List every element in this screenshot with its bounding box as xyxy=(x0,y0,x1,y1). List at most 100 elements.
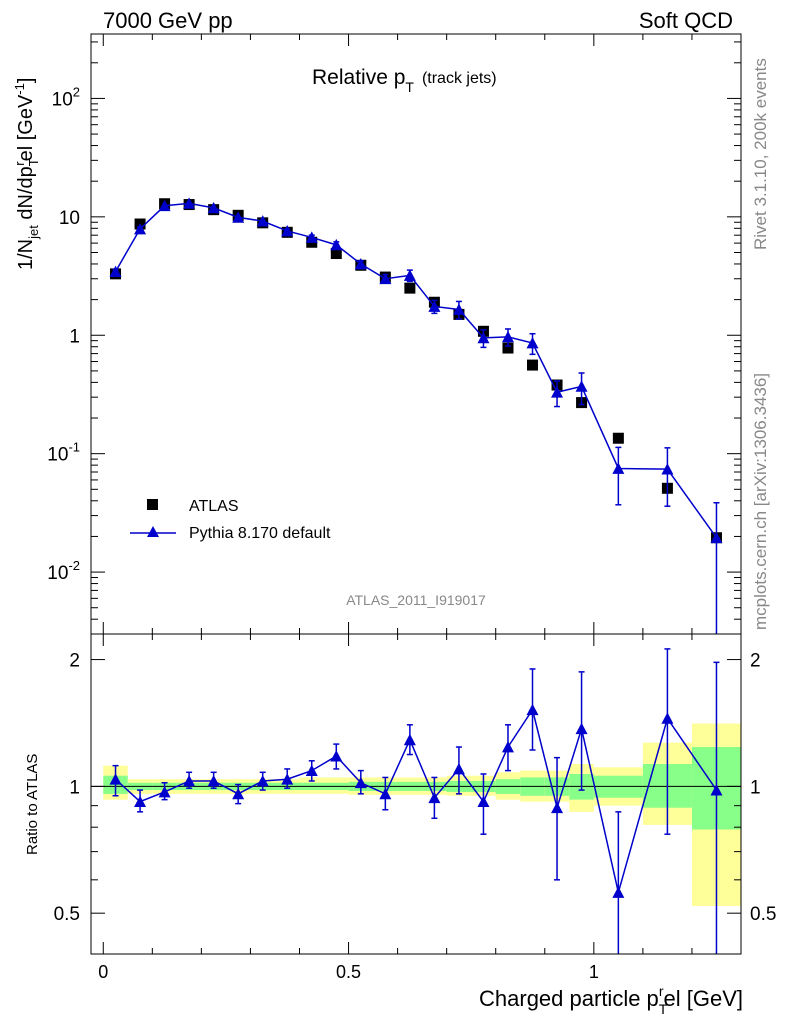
xlabel-sub-t: T xyxy=(659,1001,668,1017)
xlabel-part-a: Charged particle p xyxy=(479,986,659,1011)
ratio-point-pythia xyxy=(134,795,147,808)
ratio-point-pythia xyxy=(501,741,514,753)
mc-point-pythia xyxy=(158,199,171,212)
rivet-version-label: Rivet 3.1.10, 200k events xyxy=(751,58,770,250)
mc-point-pythia xyxy=(256,215,269,227)
mc-point-pythia xyxy=(501,330,514,343)
main-ylabel: 1/Njet dN/dpTrel [GeV-1] xyxy=(12,78,41,270)
main-frame xyxy=(90,33,742,635)
ylabel-part-c: el [GeV xyxy=(15,94,37,161)
y-tick-label: 10-1 xyxy=(47,440,80,466)
x-tick-label: 0 xyxy=(98,962,108,982)
data-point-atlas xyxy=(404,282,416,294)
mc-point-pythia xyxy=(379,272,392,285)
y-tick-base: 10 xyxy=(52,89,73,110)
mc-point-pythia xyxy=(207,201,220,214)
ratio-y-tick-label-right: 2 xyxy=(750,651,761,672)
legend-label-pythia: Pythia 8.170 default xyxy=(189,525,331,542)
mc-point-pythia xyxy=(134,222,147,235)
chart-title-main: Relative p xyxy=(312,66,405,89)
x-tick-label: 1 xyxy=(589,962,599,982)
ylabel-sup-exp: -1 xyxy=(12,83,27,95)
mc-point-pythia xyxy=(575,380,588,392)
header-energy-label: 7000 GeV pp xyxy=(103,8,233,33)
ratio-y-tick-label-right: 0.5 xyxy=(750,904,776,925)
ratio-point-pythia xyxy=(710,784,723,796)
mc-point-pythia xyxy=(403,269,416,281)
mc-point-pythia xyxy=(183,197,196,209)
mc-point-pythia xyxy=(661,463,674,475)
ylabel-part-a: 1/N xyxy=(15,239,37,270)
mc-point-pythia xyxy=(330,238,343,251)
y-tick-exp: -2 xyxy=(68,558,80,573)
xlabel: Charged particle pTrel [GeV] xyxy=(479,983,743,1017)
ratio-point-pythia xyxy=(207,774,220,787)
ylabel-sub-jet: jet xyxy=(26,225,41,240)
mc-point-pythia xyxy=(477,331,490,344)
legend: ATLAS Pythia 8.170 default xyxy=(130,498,331,542)
ratio-point-pythia xyxy=(379,787,392,800)
ratio-point-pythia xyxy=(526,703,539,716)
ratio-point-pythia xyxy=(305,764,318,777)
ratio-point-pythia xyxy=(256,774,269,787)
legend-marker-atlas xyxy=(147,499,158,510)
ratio-point-pythia xyxy=(551,801,564,814)
y-tick-base: 10 xyxy=(47,563,68,584)
y-tick-exp: -1 xyxy=(68,440,80,455)
ratio-point-pythia xyxy=(403,733,416,746)
chart-title-sub: T xyxy=(405,79,414,95)
y-tick-label: 102 xyxy=(52,84,80,110)
y-tick-label: 1 xyxy=(69,326,80,347)
ratio-point-pythia xyxy=(428,791,441,804)
mc-point-pythia xyxy=(452,303,465,315)
ylabel-part-b: dN/dp xyxy=(15,166,37,225)
x-tick-label: 0.5 xyxy=(336,962,361,982)
data-point-atlas xyxy=(330,248,342,260)
ratio-point-pythia xyxy=(354,776,367,789)
data-series-atlas xyxy=(110,198,722,544)
chart-title: Relative pT (track jets) xyxy=(312,66,497,95)
mc-line-pythia xyxy=(114,202,718,539)
mc-point-pythia xyxy=(305,231,318,243)
mc-point-pythia xyxy=(551,386,564,398)
y-tick-base: 10 xyxy=(47,445,68,466)
xlabel-part-b: el [GeV] xyxy=(664,986,743,1011)
y-tick-exp: 2 xyxy=(73,84,80,99)
mc-point-pythia xyxy=(710,531,723,544)
ratio-bands xyxy=(103,723,741,907)
y-tick-label: 10 xyxy=(59,208,80,229)
mc-point-pythia xyxy=(281,224,294,237)
analysis-id-label: ATLAS_2011_I919017 xyxy=(346,592,486,608)
legend-marker-pythia xyxy=(147,526,159,537)
legend-label-atlas: ATLAS xyxy=(189,498,239,515)
mc-point-pythia xyxy=(526,337,539,349)
ratio-point-pythia xyxy=(477,795,490,808)
chart-title-suffix: (track jets) xyxy=(422,70,497,87)
mc-series-pythia xyxy=(109,197,723,634)
ratio-point-pythia xyxy=(281,773,294,785)
ylabel-sup-r: r xyxy=(12,161,27,166)
ratio-frame xyxy=(90,633,742,955)
mc-point-pythia xyxy=(354,257,367,270)
ratio-series-pythia xyxy=(109,648,723,954)
ratio-point-pythia xyxy=(158,785,171,798)
ratio-point-pythia xyxy=(232,787,245,800)
mc-point-pythia xyxy=(232,211,245,223)
ratio-point-pythia xyxy=(183,774,196,787)
y-tick-base: 10 xyxy=(59,208,80,229)
data-point-atlas xyxy=(502,342,514,354)
ratio-point-pythia xyxy=(575,722,588,735)
ratio-y-tick-label-left: 1 xyxy=(69,777,80,798)
y-tick-label: 10-2 xyxy=(47,558,80,584)
mc-point-pythia xyxy=(428,300,441,312)
ratio-ylabel: Ratio to ATLAS xyxy=(24,754,41,855)
ratio-y-tick-label-left: 0.5 xyxy=(54,904,80,925)
ratio-y-tick-label-left: 2 xyxy=(69,651,80,672)
ylabel-sub-t: T xyxy=(26,158,41,166)
ylabel-part-d: ] xyxy=(15,78,37,84)
data-point-atlas xyxy=(612,432,624,444)
data-point-atlas xyxy=(527,359,539,371)
xlabel-sup-r: r xyxy=(659,983,664,999)
